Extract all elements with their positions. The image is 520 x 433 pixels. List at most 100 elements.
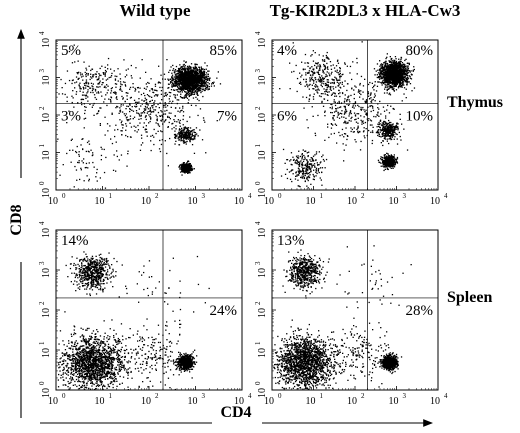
event-dot xyxy=(176,72,179,75)
event-dot xyxy=(394,82,396,84)
event-dot xyxy=(400,75,403,77)
event-dot xyxy=(143,87,146,89)
column-title-wild-type: Wild type xyxy=(119,1,190,20)
event-dot xyxy=(92,161,94,164)
event-dot xyxy=(125,125,128,127)
event-dot xyxy=(96,86,98,88)
event-dot xyxy=(78,155,80,157)
event-dot xyxy=(178,70,180,72)
event-dot xyxy=(193,68,196,70)
event-dot xyxy=(315,62,317,64)
event-dot xyxy=(92,154,94,156)
event-dot xyxy=(196,68,198,70)
event-dot xyxy=(197,69,199,71)
event-dot xyxy=(183,60,185,62)
event-dot xyxy=(203,119,205,121)
event-dot xyxy=(399,60,401,62)
event-dot xyxy=(149,101,151,103)
event-dot xyxy=(389,61,391,63)
event-dot xyxy=(386,74,388,76)
event-dot xyxy=(195,96,197,98)
event-dot xyxy=(309,77,311,79)
event-dot xyxy=(410,70,412,72)
event-dot xyxy=(178,166,180,168)
event-dot xyxy=(74,165,76,168)
event-dot xyxy=(174,136,177,138)
event-dot xyxy=(81,160,83,162)
event-dot xyxy=(79,178,81,181)
event-dot xyxy=(307,65,309,68)
event-dot xyxy=(177,136,179,138)
event-dot xyxy=(201,68,203,70)
event-dot xyxy=(189,164,191,167)
event-dot xyxy=(200,77,202,80)
event-dot xyxy=(174,79,177,81)
event-dot xyxy=(98,77,100,80)
event-dot xyxy=(180,138,182,140)
event-dot xyxy=(325,73,327,76)
event-dot xyxy=(135,67,137,69)
event-dot xyxy=(66,96,68,98)
event-dot xyxy=(134,101,137,103)
event-dot xyxy=(75,150,77,153)
event-dot xyxy=(199,108,202,110)
event-dot xyxy=(382,66,384,68)
event-dot xyxy=(92,83,94,85)
event-dot xyxy=(194,136,196,138)
event-dot xyxy=(188,162,190,165)
event-dot xyxy=(186,73,188,75)
event-dot xyxy=(395,70,397,72)
event-dot xyxy=(191,144,194,146)
event-dot xyxy=(92,152,94,154)
event-dot xyxy=(404,72,406,75)
event-dot xyxy=(166,105,169,107)
event-dot xyxy=(151,88,153,90)
event-dot xyxy=(184,67,186,69)
event-dot xyxy=(188,135,191,137)
event-dot xyxy=(316,67,318,69)
event-dot xyxy=(326,79,328,81)
event-dot xyxy=(136,105,138,107)
event-dot xyxy=(404,66,406,68)
event-dot xyxy=(186,136,188,138)
event-dot xyxy=(85,75,87,78)
event-dot xyxy=(403,68,405,70)
event-dot xyxy=(161,99,163,101)
event-dot xyxy=(187,160,189,162)
event-dot xyxy=(192,129,194,131)
event-dot xyxy=(70,161,72,163)
event-dot xyxy=(403,76,405,78)
event-dot xyxy=(208,77,210,79)
event-dot xyxy=(179,133,181,135)
event-dot xyxy=(187,69,189,71)
event-dot xyxy=(87,82,90,84)
event-dot xyxy=(305,80,307,83)
event-dot xyxy=(394,75,396,78)
event-dot xyxy=(146,135,148,137)
event-dot xyxy=(186,77,188,80)
event-dot xyxy=(182,170,184,172)
event-dot xyxy=(198,80,200,82)
x-tick-exponent: 1 xyxy=(109,192,113,200)
event-dot xyxy=(380,77,382,80)
event-dot xyxy=(130,64,132,67)
event-dot xyxy=(133,116,136,118)
event-dot xyxy=(136,87,139,89)
event-dot xyxy=(199,129,201,131)
event-dot xyxy=(391,80,393,82)
event-dot xyxy=(339,68,341,70)
event-dot xyxy=(160,90,163,92)
event-dot xyxy=(325,57,328,59)
event-dot xyxy=(189,75,191,77)
event-dot xyxy=(175,89,177,91)
event-dot xyxy=(174,80,176,83)
event-dot xyxy=(399,81,401,84)
event-dot xyxy=(200,70,203,72)
event-dot xyxy=(191,169,193,171)
event-dot xyxy=(85,166,87,169)
event-dot xyxy=(383,82,385,84)
event-dot xyxy=(387,65,390,68)
event-dot xyxy=(195,73,197,75)
event-dot xyxy=(391,88,393,90)
event-dot xyxy=(409,83,412,85)
